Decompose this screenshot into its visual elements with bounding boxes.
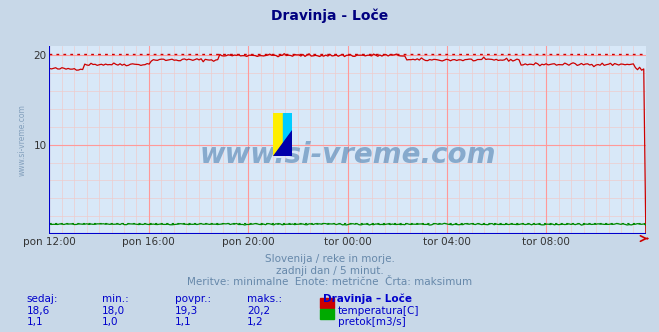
Text: 20,2: 20,2 bbox=[247, 306, 270, 316]
Bar bbox=[283, 113, 292, 156]
Text: maks.:: maks.: bbox=[247, 294, 282, 304]
Text: povpr.:: povpr.: bbox=[175, 294, 211, 304]
Text: min.:: min.: bbox=[102, 294, 129, 304]
Bar bbox=[273, 113, 283, 156]
Text: Meritve: minimalne  Enote: metrične  Črta: maksimum: Meritve: minimalne Enote: metrične Črta:… bbox=[187, 277, 472, 287]
Text: zadnji dan / 5 minut.: zadnji dan / 5 minut. bbox=[275, 266, 384, 276]
Text: 1,1: 1,1 bbox=[175, 317, 191, 327]
Text: 1,0: 1,0 bbox=[102, 317, 119, 327]
Text: www.si-vreme.com: www.si-vreme.com bbox=[17, 104, 26, 176]
Polygon shape bbox=[273, 130, 292, 156]
Text: sedaj:: sedaj: bbox=[26, 294, 58, 304]
Text: Dravinja - Loče: Dravinja - Loče bbox=[271, 8, 388, 23]
Text: 1,1: 1,1 bbox=[26, 317, 43, 327]
Text: pretok[m3/s]: pretok[m3/s] bbox=[338, 317, 406, 327]
Text: 19,3: 19,3 bbox=[175, 306, 198, 316]
Text: 1,2: 1,2 bbox=[247, 317, 264, 327]
Text: 18,0: 18,0 bbox=[102, 306, 125, 316]
Text: temperatura[C]: temperatura[C] bbox=[338, 306, 420, 316]
Text: 18,6: 18,6 bbox=[26, 306, 49, 316]
Text: Dravinja – Loče: Dravinja – Loče bbox=[323, 294, 412, 304]
Text: Slovenija / reke in morje.: Slovenija / reke in morje. bbox=[264, 254, 395, 264]
Text: www.si-vreme.com: www.si-vreme.com bbox=[200, 141, 496, 169]
